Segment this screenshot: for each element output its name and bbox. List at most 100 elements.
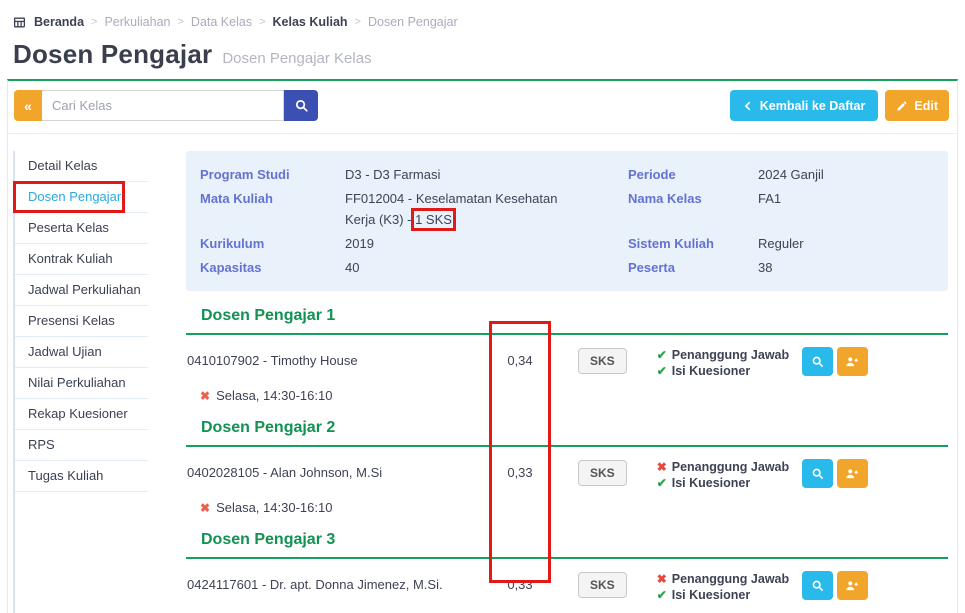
assign-lecturer-button[interactable] <box>836 571 868 600</box>
breadcrumb: Beranda > Perkuliahan > Data Kelas > Kel… <box>0 0 965 29</box>
status-block: Penanggung Jawab Isi Kuesioner <box>657 347 792 379</box>
dosen-section-2: Dosen Pengajar 2 0402028105 - Alan Johns… <box>186 419 948 515</box>
lecturer-row: 0424117601 - Dr. apt. Donna Jimenez, M.S… <box>186 571 948 603</box>
lecturer-name: 0424117601 - Dr. apt. Donna Jimenez, M.S… <box>187 577 443 592</box>
row-actions <box>801 571 868 600</box>
cross-icon <box>200 501 210 515</box>
section-divider <box>186 557 948 559</box>
sks-weight-value: 0,33 <box>507 577 533 592</box>
nama-kelas-value: FA1 <box>758 191 782 206</box>
sidebar-item-nilai-perkuliahan[interactable]: Nilai Perkuliahan <box>15 368 148 399</box>
breadcrumb-item-dosen-pengajar[interactable]: Dosen Pengajar <box>367 15 458 29</box>
section-heading: Dosen Pengajar 2 <box>201 419 336 436</box>
class-menu-sidebar: Detail Kelas Dosen Pengajar Peserta Kela… <box>13 151 148 613</box>
main-panel: Program Studi D3 - D3 Farmasi Periode 20… <box>186 151 948 613</box>
breadcrumb-item-data-kelas[interactable]: Data Kelas <box>190 15 253 29</box>
row-actions <box>801 347 868 376</box>
sidebar-item-jadwal-ujian[interactable]: Jadwal Ujian <box>15 337 148 368</box>
sidebar-item-detail-kelas[interactable]: Detail Kelas <box>15 151 148 182</box>
main-card: « Kembali ke Daftar <box>7 79 958 613</box>
user-plus-icon <box>845 467 859 481</box>
mata-kuliah-value: FF012004 - Keselamatan Kesehatan Kerja (… <box>345 188 573 231</box>
dosen-section-3: Dosen Pengajar 3 0424117601 - Dr. apt. D… <box>186 531 948 613</box>
section-divider <box>186 333 948 335</box>
cross-icon <box>200 389 210 403</box>
check-icon <box>657 347 667 363</box>
schedule-label: Selasa, 14:30-16:10 <box>216 500 333 515</box>
sks-button[interactable]: SKS <box>578 460 627 486</box>
status-block: Penanggung Jawab Isi Kuesioner <box>657 459 792 491</box>
status-label: Isi Kuesioner <box>671 364 751 378</box>
breadcrumb-item-beranda[interactable]: Beranda <box>34 15 85 29</box>
status-label: Penanggung Jawab <box>671 460 790 474</box>
kurikulum-label: Kurikulum <box>200 236 265 251</box>
peserta-label: Peserta <box>628 260 675 275</box>
detail-button[interactable] <box>801 571 833 600</box>
magnifier-icon <box>811 467 824 480</box>
check-icon <box>657 587 667 603</box>
schedule-label: Selasa, 14:30-16:10 <box>216 388 333 403</box>
status-block: Penanggung Jawab Isi Kuesioner <box>657 571 792 603</box>
search-group: « <box>14 90 318 121</box>
user-plus-icon <box>845 355 859 369</box>
breadcrumb-separator: > <box>259 16 266 28</box>
search-icon <box>294 98 309 113</box>
mata-kuliah-text: FF012004 - Keselamatan Kesehatan Kerja (… <box>345 191 558 227</box>
sidebar-item-rekap-kuesioner[interactable]: Rekap Kuesioner <box>15 399 148 430</box>
sks-button[interactable]: SKS <box>578 572 627 598</box>
page-head: Dosen Pengajar Dosen Pengajar Kelas <box>0 29 965 70</box>
kapasitas-label: Kapasitas <box>200 260 262 275</box>
breadcrumb-separator: > <box>177 16 184 28</box>
sidebar-item-rps[interactable]: RPS <box>15 430 148 461</box>
status-label: Isi Kuesioner <box>671 588 751 602</box>
cross-icon <box>657 571 667 587</box>
breadcrumb-separator: > <box>354 16 361 28</box>
pencil-icon <box>896 100 908 112</box>
sidebar-item-dosen-pengajar[interactable]: Dosen Pengajar <box>15 182 148 213</box>
sidebar-item-jadwal-perkuliahan[interactable]: Jadwal Perkuliahan <box>15 275 148 306</box>
section-heading: Dosen Pengajar 3 <box>201 531 336 548</box>
kapasitas-value: 40 <box>345 260 360 275</box>
detail-button[interactable] <box>801 347 833 376</box>
toolbar-actions: Kembali ke Daftar Edit <box>729 90 949 121</box>
search-button[interactable] <box>284 90 318 121</box>
magnifier-icon <box>811 579 824 592</box>
program-studi-value: D3 - D3 Farmasi <box>345 167 441 182</box>
page-subtitle: Dosen Pengajar Kelas <box>222 50 372 67</box>
program-studi-label: Program Studi <box>200 167 290 182</box>
sidebar-item-kontrak-kuliah[interactable]: Kontrak Kuliah <box>15 244 148 275</box>
lecturer-row: 0402028105 - Alan Johnson, M.Si 0,33 SKS… <box>186 459 948 491</box>
sistem-kuliah-value: Reguler <box>758 236 804 251</box>
magnifier-icon <box>811 355 824 368</box>
assign-lecturer-button[interactable] <box>836 347 868 376</box>
section-divider <box>186 445 948 447</box>
breadcrumb-item-perkuliahan[interactable]: Perkuliahan <box>104 15 171 29</box>
assign-lecturer-button[interactable] <box>836 459 868 488</box>
status-label: Penanggung Jawab <box>671 572 790 586</box>
table-icon <box>13 16 26 29</box>
sks-button[interactable]: SKS <box>578 348 627 374</box>
collapse-sidebar-button[interactable]: « <box>14 90 42 121</box>
sidebar-item-presensi-kelas[interactable]: Presensi Kelas <box>15 306 148 337</box>
sistem-kuliah-label: Sistem Kuliah <box>628 236 714 251</box>
status-label: Penanggung Jawab <box>671 348 790 362</box>
toolbar: « Kembali ke Daftar <box>8 81 957 134</box>
detail-button[interactable] <box>801 459 833 488</box>
sks-weight-value: 0,33 <box>507 465 533 480</box>
sidebar-item-tugas-kuliah[interactable]: Tugas Kuliah <box>15 461 148 492</box>
search-input[interactable] <box>42 90 284 121</box>
check-icon <box>657 475 667 491</box>
status-label: Isi Kuesioner <box>671 476 751 490</box>
periode-label: Periode <box>628 167 676 182</box>
class-info-panel: Program Studi D3 - D3 Farmasi Periode 20… <box>186 151 948 291</box>
section-heading: Dosen Pengajar 1 <box>201 307 336 324</box>
nama-kelas-label: Nama Kelas <box>628 191 702 206</box>
back-to-list-button[interactable]: Kembali ke Daftar <box>729 90 879 121</box>
edit-button[interactable]: Edit <box>885 90 949 121</box>
lecturer-name: 0410107902 - Timothy House <box>187 353 358 368</box>
sks-annotation: 1 SKS <box>411 208 456 231</box>
breadcrumb-item-kelas-kuliah[interactable]: Kelas Kuliah <box>272 15 348 29</box>
sks-weight-value: 0,34 <box>507 353 533 368</box>
lecturer-row: 0410107902 - Timothy House 0,34 SKS Pena… <box>186 347 948 379</box>
sidebar-item-peserta-kelas[interactable]: Peserta Kelas <box>15 213 148 244</box>
